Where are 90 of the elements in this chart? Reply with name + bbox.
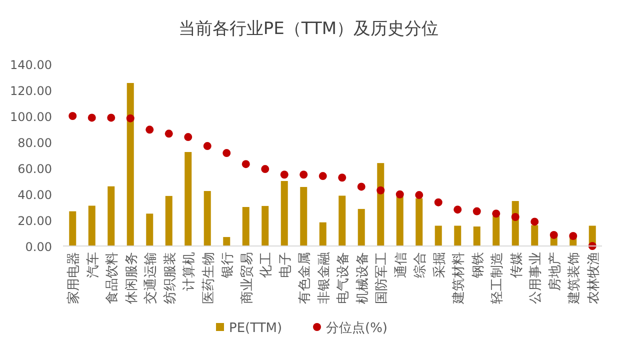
bar [434,226,442,246]
bar [492,216,500,246]
legend-label: PE(TTM) [229,321,282,336]
y-tick-label: 80.00 [18,136,52,150]
bar [358,208,365,246]
point [396,190,404,198]
x-tick-label: 轻工制造 [490,252,506,304]
point [357,182,366,191]
point [569,232,578,240]
bar [377,163,384,246]
bar [280,181,288,246]
bar [69,211,76,246]
point [472,207,481,216]
point [338,174,346,182]
x-tick-label: 机械设备 [355,252,370,304]
point [280,170,288,179]
point [376,186,385,194]
bar [473,226,480,246]
bar [88,206,96,246]
point [88,114,96,122]
point [68,112,77,120]
bar [338,196,346,246]
point [107,114,116,122]
bar [223,237,230,246]
x-tick-label: 有色金属 [298,252,313,304]
bar [242,207,250,246]
x-tick-label: 钢铁 [470,252,486,279]
point [492,210,500,218]
point [511,213,520,222]
bar [396,196,404,246]
y-tick-label: 0.00 [25,240,52,254]
point [242,160,250,168]
y-tick-label: 120.00 [10,84,52,98]
point [550,230,558,239]
point [261,165,270,174]
x-tick-label: 休闲服务 [124,252,140,304]
x-tick-label: 食品饮料 [105,252,120,304]
x-tick-label: 通信 [394,252,409,278]
point [146,126,154,134]
bar [184,152,192,246]
x-tick-label: 传媒 [509,252,524,278]
x-tick-label: 计算机 [182,252,198,291]
x-tick-label: 纺织服装 [162,252,178,304]
x-tick-label: 国防军工 [374,252,390,304]
point [126,114,134,122]
x-tick-label: 交通运输 [142,252,159,304]
x-tick-label: 房地产 [546,252,563,291]
point [530,218,539,226]
bar [204,191,211,246]
x-tick-label: 非银金融 [316,252,332,304]
y-tick-label: 40.00 [18,188,52,202]
bar [300,186,308,246]
legend-label: 分位点(%) [326,321,388,336]
x-tick-label: 电气设备 [336,252,352,304]
x-tick-label: 银行 [220,252,236,279]
bar [126,82,134,246]
point [454,206,462,214]
x-tick-label: 商业贸易 [240,252,255,304]
y-tick-label: 100.00 [10,110,52,124]
bar [108,186,115,246]
bar [454,226,462,246]
x-tick-label: 公用事业 [528,252,544,304]
point [184,133,192,142]
y-tick-label: 140.00 [10,58,52,72]
point [203,142,212,150]
point [300,170,308,179]
point [164,130,173,138]
bar [146,214,154,246]
point [318,172,327,180]
bar [416,198,423,246]
x-tick-label: 家用电器 [66,252,82,304]
x-tick-label: 医药生物 [201,252,216,304]
x-tick-label: 综合 [413,252,428,278]
x-tick-label: 电子 [278,252,294,278]
x-tick-label: 建筑材料 [452,252,467,305]
y-tick-label: 20.00 [18,214,52,228]
chart-title: 当前各行业PE（TTM）及历史分位 [178,19,439,39]
y-tick-label: 60.00 [18,162,52,176]
point [415,191,424,200]
x-tick-label: 化工 [259,252,274,278]
bar [319,222,326,246]
bar [531,225,538,246]
x-tick-label: 采掘 [432,252,448,278]
bar [165,196,172,246]
bar [262,206,269,246]
x-tick-label: 农林牧渔 [586,252,602,304]
x-tick-label: 建筑装饰 [567,252,582,305]
point [434,198,442,206]
x-tick-label: 汽车 [86,252,101,278]
point [222,149,231,158]
